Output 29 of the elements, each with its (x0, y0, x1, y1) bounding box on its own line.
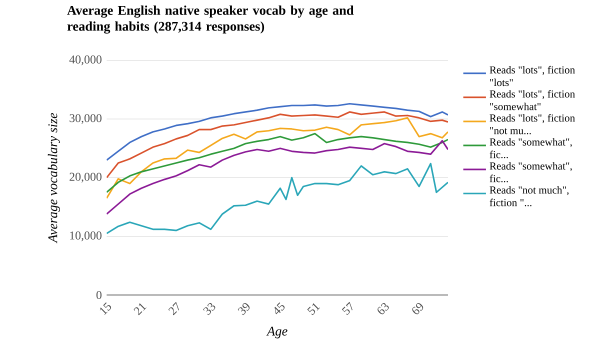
x-tick-label: 15 (100, 302, 112, 315)
line-series (106, 117, 448, 200)
x-tick-label: 45 (274, 302, 285, 314)
x-tick-label: 39 (238, 303, 250, 316)
x-tick-label: 63 (378, 302, 389, 314)
x-tick-label: 21 (134, 303, 146, 316)
line-series (106, 162, 448, 234)
y-tick-label: 20,000 (70, 172, 102, 183)
y-axis-title: Average vocabulary size (48, 113, 60, 244)
y-tick-label: 0 (96, 290, 102, 300)
y-tick-label: 30,000 (70, 114, 102, 124)
legend-label: Reads "somewhat", fic... (490, 138, 572, 158)
x-tick-label: 33 (203, 302, 216, 316)
y-tick-label: 40,000 (69, 55, 102, 66)
legend-label: Reads "lots", fiction "not mu... (490, 114, 575, 134)
line-series (106, 111, 448, 178)
legend-label: Reads "lots", fiction "somewhat" (490, 90, 575, 110)
x-tick-label: 57 (342, 302, 352, 316)
line-series (106, 102, 448, 161)
legend-label: Reads "not much", fiction "... (490, 186, 569, 206)
chart-title: Average English native speaker vocab by age and reading habits (287,314 responses) (67, 5, 354, 34)
line-series (106, 140, 448, 215)
x-tick-label: 69 (412, 303, 424, 314)
legend-label: Reads "somewhat", fic... (490, 162, 572, 182)
legend-label: Reads "lots", fiction "lots" (490, 66, 575, 86)
x-tick-label: 27 (168, 302, 179, 316)
y-tick-label: 10,000 (70, 231, 102, 242)
x-tick-label: 51 (307, 303, 320, 316)
x-axis-title: Age (266, 326, 288, 338)
